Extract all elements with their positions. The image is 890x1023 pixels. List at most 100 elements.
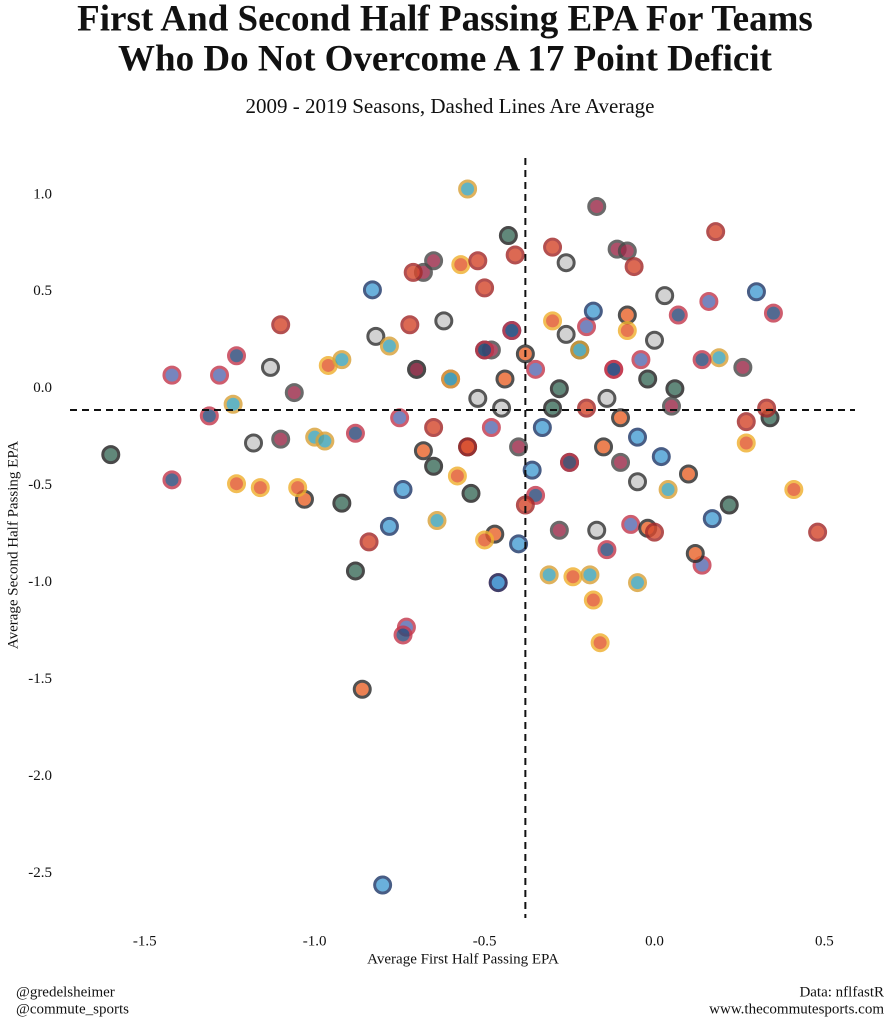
point: [628, 573, 648, 593]
point: [583, 590, 603, 610]
point: [522, 460, 542, 480]
x-tick-label: -1.0: [303, 933, 327, 949]
point: [366, 326, 386, 346]
point: [244, 433, 264, 453]
point: [468, 251, 488, 271]
point: [658, 480, 678, 500]
y-tick-label: 0.0: [33, 380, 52, 396]
point: [468, 388, 488, 408]
point: [509, 534, 529, 554]
point: [763, 303, 783, 323]
point: [577, 317, 597, 337]
point: [549, 379, 569, 399]
point: [549, 520, 569, 540]
point: [162, 365, 182, 385]
point: [661, 396, 681, 416]
point: [699, 291, 719, 311]
point: [288, 478, 308, 498]
point: [638, 369, 658, 389]
point: [223, 394, 243, 414]
point: [284, 383, 304, 403]
point: [475, 530, 495, 550]
point: [556, 324, 576, 344]
point: [315, 431, 335, 451]
point: [645, 330, 665, 350]
x-tick-label: -0.5: [473, 933, 497, 949]
chart-subtitle: 2009 - 2019 Seasons, Dashed Lines Are Av…: [245, 94, 654, 118]
y-tick-label: -0.5: [28, 477, 52, 493]
point: [604, 359, 624, 379]
point: [498, 226, 518, 246]
point: [580, 565, 600, 585]
point: [611, 452, 631, 472]
point: [665, 379, 685, 399]
credit: Data: nflfastR: [799, 984, 884, 1000]
point: [563, 567, 583, 587]
point: [543, 398, 563, 418]
point: [379, 516, 399, 536]
point: [736, 433, 756, 453]
point: [505, 245, 525, 265]
point: [583, 301, 603, 321]
point: [352, 679, 372, 699]
point: [539, 565, 559, 585]
point: [441, 369, 461, 389]
x-tick-label: 0.5: [815, 933, 834, 949]
point: [481, 417, 501, 437]
y-tick-label: -1.5: [28, 671, 52, 687]
point: [621, 514, 641, 534]
point: [424, 251, 444, 271]
point: [390, 408, 410, 428]
point: [210, 365, 230, 385]
point: [746, 282, 766, 302]
y-tick-label: 0.5: [33, 283, 52, 299]
point: [526, 359, 546, 379]
point: [260, 357, 280, 377]
y-tick-label: -2.5: [28, 865, 52, 881]
point: [362, 280, 382, 300]
y-axis-label: Average Second Half Passing EPA: [5, 441, 21, 649]
point: [424, 456, 444, 476]
point: [706, 222, 726, 242]
point: [461, 483, 481, 503]
point: [617, 321, 637, 341]
point: [655, 286, 675, 306]
credit: @commute_sports: [16, 1001, 129, 1017]
point: [645, 522, 665, 542]
point: [587, 520, 607, 540]
point: [719, 495, 739, 515]
point: [631, 350, 651, 370]
point: [332, 493, 352, 513]
point: [709, 348, 729, 368]
point: [543, 311, 563, 331]
point: [393, 625, 413, 645]
point: [451, 255, 471, 275]
point: [611, 408, 631, 428]
point: [379, 336, 399, 356]
point: [757, 398, 777, 418]
point: [488, 573, 508, 593]
point: [403, 262, 423, 282]
point: [424, 417, 444, 437]
point: [271, 315, 291, 335]
point: [628, 427, 648, 447]
point: [413, 441, 433, 461]
point: [560, 452, 580, 472]
point: [373, 875, 393, 895]
point: [434, 311, 454, 331]
x-axis-label: Average First Half Passing EPA: [367, 951, 559, 967]
point: [624, 257, 644, 277]
point: [101, 445, 121, 465]
point: [597, 388, 617, 408]
point: [332, 350, 352, 370]
point: [502, 321, 522, 341]
point: [492, 398, 512, 418]
point: [628, 472, 648, 492]
point: [577, 398, 597, 418]
point: [784, 480, 804, 500]
chart-title: First And Second Half Passing EPA For Te…: [77, 0, 813, 39]
x-tick-label: -1.5: [133, 933, 157, 949]
credit: www.thecommutesports.com: [709, 1001, 884, 1017]
point: [733, 357, 753, 377]
